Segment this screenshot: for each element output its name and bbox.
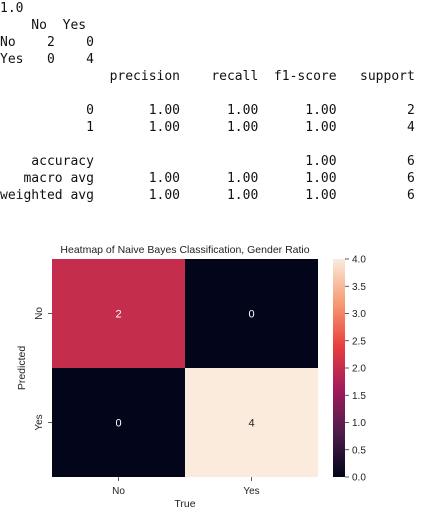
colorbar-tick-label: 2.5 <box>352 336 366 347</box>
colorbar-tick-label: 2.0 <box>352 364 366 375</box>
output-line: precision recall f1-score support <box>0 69 415 84</box>
heatmap-cell <box>52 259 185 368</box>
colorbar <box>333 259 345 477</box>
cell-annotation: 0 <box>248 309 254 321</box>
x-tick-label: No <box>112 486 125 497</box>
y-axis-label: Predicted <box>16 346 28 391</box>
x-axis-label: True <box>174 498 195 510</box>
colorbar-tick-label: 1.0 <box>352 418 366 429</box>
output-line: 0 1.00 1.00 1.00 2 <box>0 103 415 118</box>
heatmap-cell <box>185 259 318 368</box>
cell-annotation: 4 <box>248 418 254 430</box>
heatmap-cell <box>52 368 185 477</box>
output-line: Yes 0 4 <box>0 52 94 67</box>
heatmap-cell <box>185 368 318 477</box>
colorbar-tick-label: 3.5 <box>352 282 366 293</box>
colorbar-tick-label: 4.0 <box>352 255 366 266</box>
y-tick-label: Yes <box>34 414 45 430</box>
output-line: accuracy 1.00 6 <box>0 154 415 169</box>
output-line: No Yes <box>0 18 87 33</box>
heatmap-figure: Heatmap of Naive Bayes Classification, G… <box>16 244 366 510</box>
colorbar-tick-label: 0.5 <box>352 445 366 456</box>
chart-title: Heatmap of Naive Bayes Classification, G… <box>60 244 309 256</box>
cell-annotation: 2 <box>115 309 121 321</box>
colorbar-tick-label: 1.5 <box>352 391 366 402</box>
y-tick-label: No <box>34 307 45 320</box>
output-line: macro avg 1.00 1.00 1.00 6 <box>0 171 415 186</box>
output-line: 1.0 <box>0 1 24 16</box>
output-line: 1 1.00 1.00 1.00 4 <box>0 120 415 135</box>
x-tick-label: Yes <box>243 486 259 497</box>
colorbar-tick-label: 0.0 <box>352 473 366 484</box>
cell-annotation: 0 <box>115 418 121 430</box>
output-line: No 2 0 <box>0 35 94 50</box>
colorbar-tick-label: 3.0 <box>352 309 366 320</box>
output-line: weighted avg 1.00 1.00 1.00 6 <box>0 188 415 203</box>
